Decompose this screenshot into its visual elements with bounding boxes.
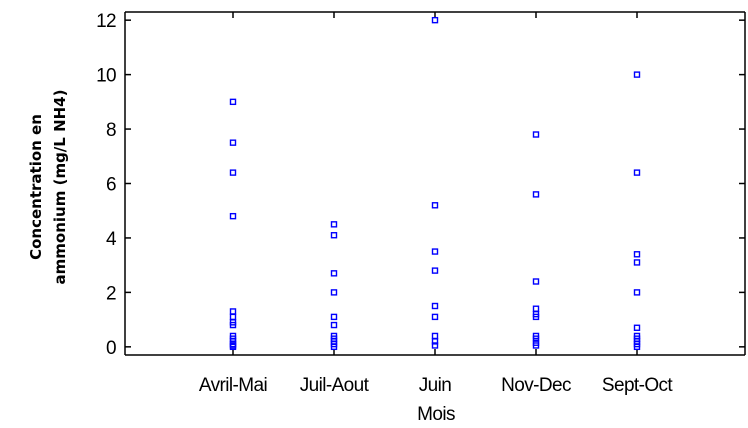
data-point-2-6 (431, 332, 439, 340)
data-point-3-1 (532, 191, 540, 198)
data-point-4-0 (633, 71, 641, 78)
data-point-1-5 (330, 321, 338, 329)
data-point-3-9 (532, 342, 540, 349)
data-point-0-7 (229, 321, 237, 329)
data-point-4-3 (633, 259, 641, 266)
data-point-2-7 (431, 338, 439, 345)
y-axis-title-line-2: ammonium (mg/L NH4) (51, 90, 69, 285)
data-point-0-0 (229, 98, 237, 106)
data-point-2-4 (431, 302, 439, 310)
data-point-4-1 (633, 169, 641, 176)
y-tick-label-8: 8 (106, 120, 116, 141)
data-point-0-5 (229, 313, 237, 321)
data-point-1-0 (330, 221, 338, 228)
data-points (229, 16, 641, 351)
data-point-4-2 (633, 251, 641, 258)
x-tick-label-4: Sept-Oct (602, 375, 673, 396)
data-point-4-10 (633, 343, 641, 351)
x-axis: Avril-Mai Juil-Aout Juin Nov-Dec Sept-Oct (199, 12, 674, 396)
y-tick-label-12: 12 (96, 11, 116, 32)
data-point-1-1 (330, 232, 338, 239)
data-point-2-1 (431, 202, 439, 209)
data-point-1-4 (330, 313, 338, 321)
data-point-4-5 (633, 324, 641, 331)
y-tick-label-2: 2 (106, 283, 116, 304)
data-point-0-1 (229, 139, 237, 146)
data-point-4-4 (633, 289, 641, 296)
data-point-0-2 (229, 169, 237, 176)
data-point-3-7 (532, 335, 540, 342)
y-tick-label-6: 6 (106, 175, 116, 196)
y-axis-title: Concentration en ammonium (mg/L NH4) (27, 90, 69, 285)
x-axis-title: Mois (417, 404, 455, 425)
data-point-1-2 (330, 270, 338, 277)
y-axis: 0 2 4 6 8 10 12 (96, 11, 745, 359)
y-tick-label-0: 0 (106, 338, 116, 359)
x-tick-label-0: Avril-Mai (199, 375, 267, 396)
data-point-0-13 (229, 343, 237, 351)
data-point-3-5 (532, 313, 540, 321)
data-point-2-3 (431, 267, 439, 274)
data-point-2-5 (431, 313, 439, 321)
y-tick-label-4: 4 (106, 229, 117, 250)
x-tick-label-2: Juin (419, 375, 451, 396)
data-point-3-0 (532, 131, 540, 138)
data-point-2-0 (431, 16, 439, 24)
data-point-1-10 (330, 343, 338, 351)
data-point-3-2 (532, 278, 540, 285)
x-tick-label-3: Nov-Dec (501, 375, 571, 396)
y-tick-label-10: 10 (96, 66, 116, 87)
data-point-0-3 (229, 212, 237, 220)
data-point-0-4 (229, 308, 237, 315)
y-axis-title-line-1: Concentration en (27, 114, 45, 260)
data-point-3-3 (532, 305, 540, 312)
data-point-2-8 (431, 342, 439, 349)
data-point-1-3 (330, 289, 338, 296)
x-tick-label-1: Juil-Aout (300, 375, 370, 396)
data-point-2-2 (431, 248, 439, 255)
